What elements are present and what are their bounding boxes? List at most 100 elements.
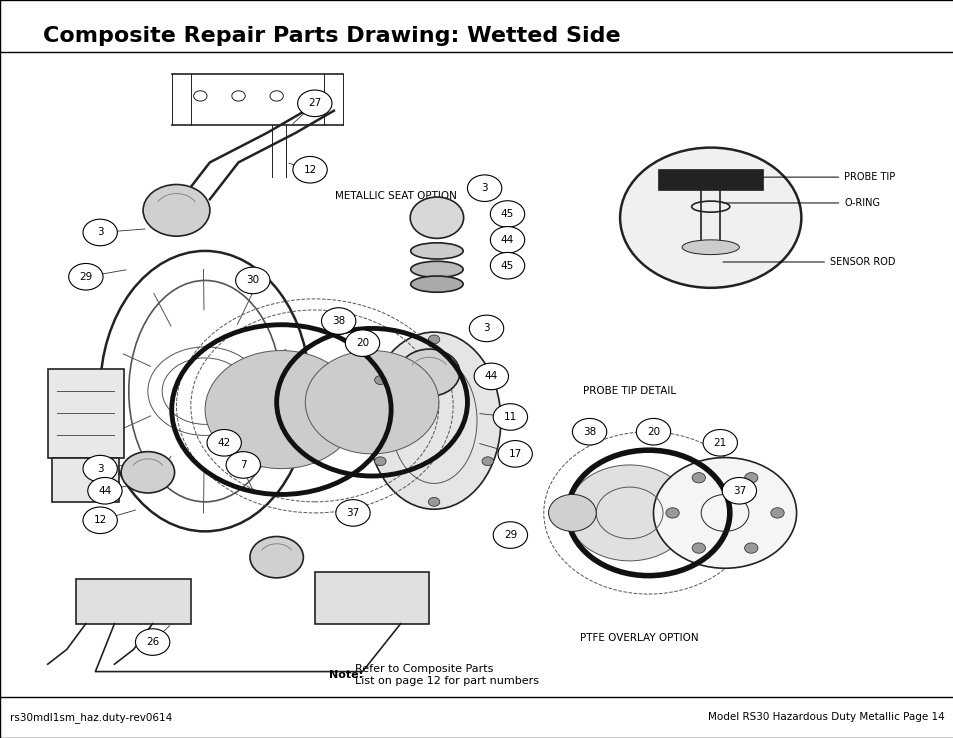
Text: 26: 26 <box>146 637 159 647</box>
Circle shape <box>474 363 508 390</box>
Text: 3: 3 <box>483 323 489 334</box>
Circle shape <box>469 315 503 342</box>
Text: 7: 7 <box>240 460 246 470</box>
Ellipse shape <box>410 243 463 259</box>
Circle shape <box>83 455 117 482</box>
Text: PROBE TIP: PROBE TIP <box>722 172 895 182</box>
Text: 20: 20 <box>355 338 369 348</box>
Text: Model RS30 Hazardous Duty Metallic Page 14: Model RS30 Hazardous Duty Metallic Page … <box>707 712 943 723</box>
Text: 38: 38 <box>332 316 345 326</box>
Circle shape <box>428 497 439 506</box>
Circle shape <box>135 629 170 655</box>
Text: 37: 37 <box>346 508 359 518</box>
Circle shape <box>493 404 527 430</box>
Circle shape <box>481 376 493 384</box>
Circle shape <box>321 308 355 334</box>
Circle shape <box>308 91 321 101</box>
FancyBboxPatch shape <box>76 579 191 624</box>
Circle shape <box>143 184 210 236</box>
Circle shape <box>398 349 459 396</box>
Circle shape <box>691 543 704 554</box>
Circle shape <box>743 543 757 554</box>
Circle shape <box>345 330 379 356</box>
Circle shape <box>467 175 501 201</box>
Circle shape <box>702 430 737 456</box>
Circle shape <box>335 500 370 526</box>
Circle shape <box>490 227 524 253</box>
FancyBboxPatch shape <box>314 572 429 624</box>
Text: rs30mdl1sm_haz.duty-rev0614: rs30mdl1sm_haz.duty-rev0614 <box>10 712 172 723</box>
Text: 42: 42 <box>217 438 231 448</box>
Text: 29: 29 <box>79 272 92 282</box>
Circle shape <box>665 508 679 518</box>
Text: PROBE TIP DETAIL: PROBE TIP DETAIL <box>582 386 676 396</box>
Circle shape <box>69 263 103 290</box>
Text: 17: 17 <box>508 449 521 459</box>
Circle shape <box>207 430 241 456</box>
Circle shape <box>88 477 122 504</box>
Text: 44: 44 <box>500 235 514 245</box>
Circle shape <box>250 537 303 578</box>
Text: 45: 45 <box>500 209 514 219</box>
Circle shape <box>653 458 796 568</box>
Circle shape <box>721 477 756 504</box>
Circle shape <box>493 522 527 548</box>
Circle shape <box>619 148 801 288</box>
Circle shape <box>567 465 691 561</box>
Circle shape <box>548 494 596 531</box>
Circle shape <box>205 351 357 469</box>
Circle shape <box>83 219 117 246</box>
Text: O-RING: O-RING <box>722 198 880 208</box>
Text: 11: 11 <box>503 412 517 422</box>
Circle shape <box>743 472 757 483</box>
Circle shape <box>375 457 386 466</box>
Text: Note:: Note: <box>329 670 363 680</box>
Text: 45: 45 <box>500 261 514 271</box>
Text: 44: 44 <box>484 371 497 382</box>
Circle shape <box>83 507 117 534</box>
Circle shape <box>226 452 260 478</box>
Circle shape <box>481 457 493 466</box>
Circle shape <box>770 508 783 518</box>
Text: 3: 3 <box>481 183 487 193</box>
Text: PTFE OVERLAY OPTION: PTFE OVERLAY OPTION <box>579 633 698 644</box>
Text: SENSOR ROD: SENSOR ROD <box>722 257 895 267</box>
Text: 20: 20 <box>646 427 659 437</box>
FancyBboxPatch shape <box>658 169 762 190</box>
Circle shape <box>232 91 245 101</box>
FancyBboxPatch shape <box>52 458 119 502</box>
Text: 37: 37 <box>732 486 745 496</box>
Circle shape <box>375 376 386 384</box>
Circle shape <box>193 91 207 101</box>
Circle shape <box>692 472 705 483</box>
Text: 44: 44 <box>98 486 112 496</box>
Text: 38: 38 <box>582 427 596 437</box>
Circle shape <box>490 252 524 279</box>
Circle shape <box>636 418 670 445</box>
Text: 21: 21 <box>713 438 726 448</box>
Text: METALLIC SEAT OPTION: METALLIC SEAT OPTION <box>335 190 456 201</box>
Circle shape <box>428 335 439 344</box>
Circle shape <box>235 267 270 294</box>
Text: 12: 12 <box>303 165 316 175</box>
Circle shape <box>297 90 332 117</box>
Circle shape <box>270 91 283 101</box>
Circle shape <box>293 156 327 183</box>
Ellipse shape <box>367 332 500 509</box>
FancyBboxPatch shape <box>48 369 124 458</box>
Circle shape <box>497 441 532 467</box>
Text: Refer to Composite Parts
List on page 12 for part numbers: Refer to Composite Parts List on page 12… <box>355 664 538 686</box>
Circle shape <box>305 351 438 454</box>
Text: 29: 29 <box>503 530 517 540</box>
Ellipse shape <box>410 276 463 292</box>
Text: 3: 3 <box>97 463 103 474</box>
Circle shape <box>490 201 524 227</box>
Text: 12: 12 <box>93 515 107 525</box>
Ellipse shape <box>681 240 739 255</box>
Text: 30: 30 <box>246 275 259 286</box>
Circle shape <box>410 197 463 238</box>
Circle shape <box>572 418 606 445</box>
Ellipse shape <box>410 261 463 277</box>
Text: Composite Repair Parts Drawing: Wetted Side: Composite Repair Parts Drawing: Wetted S… <box>43 26 619 46</box>
Text: 27: 27 <box>308 98 321 108</box>
